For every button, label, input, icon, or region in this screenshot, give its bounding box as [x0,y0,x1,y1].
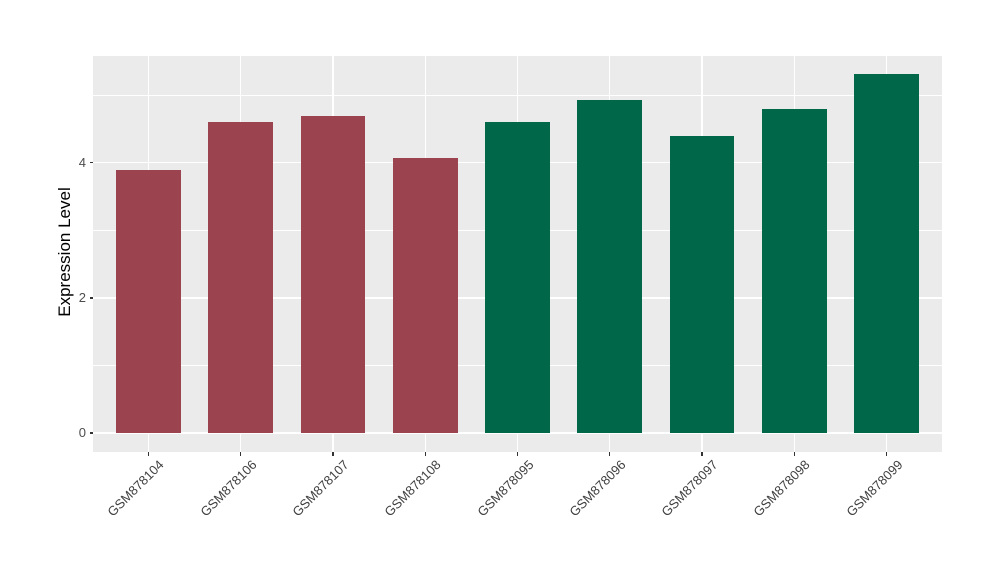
plot-panel [93,56,942,452]
y-tick-mark [89,162,93,164]
x-tick-label-GSM878096: GSM878096 [566,457,629,520]
x-tick-label-GSM878108: GSM878108 [381,457,444,520]
x-tick-mark [701,452,703,456]
x-tick-mark [240,452,242,456]
bar-GSM878098 [762,108,827,434]
major-gridline [93,432,942,434]
x-tick-label-GSM878107: GSM878107 [289,457,352,520]
bar-GSM878106 [208,121,273,434]
y-tick-mark [89,297,93,299]
bar-GSM878096 [577,99,643,434]
bar-GSM878097 [669,135,735,434]
x-tick-label-GSM878095: GSM878095 [473,457,537,520]
x-tick-label-GSM878106: GSM878106 [197,457,260,520]
bar-GSM878104 [116,169,181,434]
minor-gridline [93,94,942,96]
bar-GSM878108 [392,158,458,434]
x-tick-label-GSM878099: GSM878099 [843,457,906,520]
bar-GSM878107 [300,116,366,434]
y-tick-label: 2 [78,289,86,305]
y-tick-label: 4 [78,154,86,170]
y-tick-label: 0 [78,425,86,441]
x-tick-label-GSM878104: GSM878104 [104,457,167,520]
bar-GSM878099 [854,74,919,434]
x-tick-label-GSM878098: GSM878098 [750,457,813,520]
x-tick-mark [332,452,334,456]
x-tick-mark [147,452,149,456]
x-tick-label-GSM878097: GSM878097 [658,457,721,520]
x-tick-mark [424,452,426,456]
y-tick-mark [89,432,93,434]
x-tick-mark [516,452,519,456]
x-tick-mark [886,452,888,456]
x-tick-mark [793,452,795,456]
x-tick-mark [609,452,611,456]
bar-GSM878095 [485,121,550,434]
